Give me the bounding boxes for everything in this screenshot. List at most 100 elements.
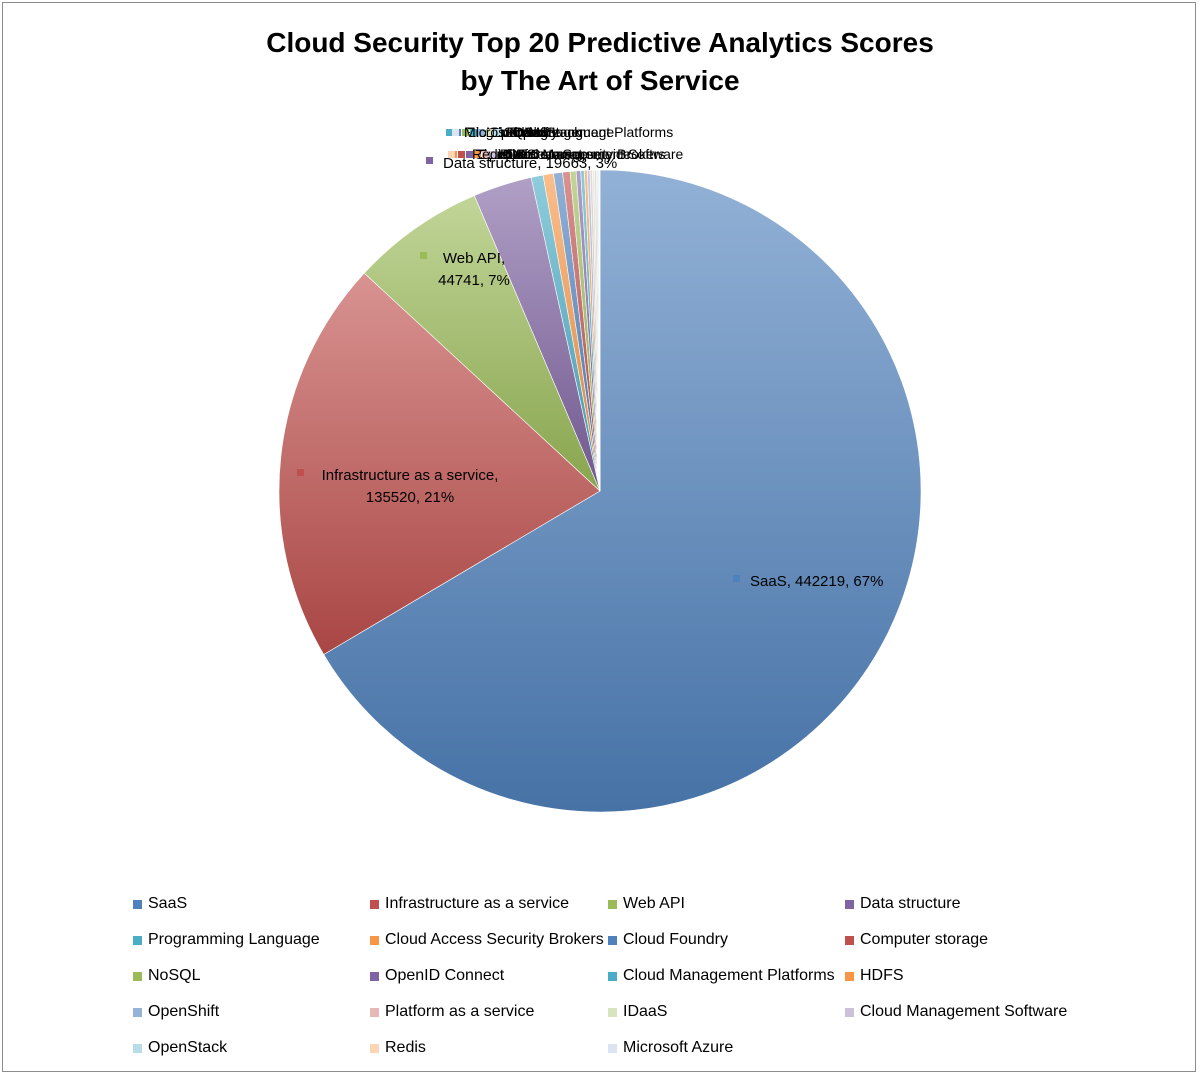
legend-item-openid-connect: OpenID Connect <box>370 965 504 987</box>
crowded-label-marker-nosql <box>462 129 469 136</box>
crowded-label-marker-cloud-management-software <box>490 151 497 158</box>
crowded-label-marker-hdfs <box>474 151 481 158</box>
chart-title-line: Cloud Security Top 20 Predictive Analyti… <box>266 27 934 58</box>
legend-swatch-programming-language <box>133 935 142 945</box>
legend-swatch-data-structure <box>845 899 854 909</box>
legend-item-platform-as-a-service: Platform as a service <box>370 1001 534 1023</box>
legend-label-openstack: OpenStack <box>148 1039 228 1056</box>
legend-label-redis: Redis <box>385 1039 426 1056</box>
crowded-label-marker-computer-storage <box>458 151 465 158</box>
legend-swatch-infrastructure-as-a-service <box>370 899 379 909</box>
crowded-label-cloud-management-platforms: Cloud Management Platforms <box>488 124 673 140</box>
crowded-label-marker-redis <box>448 151 455 158</box>
pie-slice-web-api <box>363 195 601 492</box>
data-label-data-structure: Data structure, 19663, 3% <box>443 155 617 172</box>
crowded-label-marker-cloud-management-platforms <box>470 129 477 136</box>
legend-label-data-structure: Data structure <box>860 895 961 912</box>
crowded-label-hdfs: HDFS <box>498 146 536 162</box>
crowded-label-cloud-access-security-brokers: Cloud Access Security Brokers <box>474 146 665 162</box>
data-label-web-api-line-1: Web API, <box>443 250 505 267</box>
crowded-label-openshift: OpenShift <box>490 124 552 140</box>
legend-swatch-saas <box>133 899 142 909</box>
legend-item-saas: SaaS <box>133 893 187 915</box>
crowded-label-idaas: IDaaS <box>510 124 549 140</box>
legend-item-cloud-access-security-brokers: Cloud Access Security Brokers <box>370 929 604 951</box>
pie-slice-infrastructure-as-a-service <box>278 272 601 655</box>
crowded-label-platform-as-a-service: Platform as a service <box>500 146 631 162</box>
legend-swatch-web-api <box>608 899 617 909</box>
pie-slices <box>278 169 922 813</box>
legend-label-programming-language: Programming Language <box>148 931 320 948</box>
legend-label-microsoft-azure: Microsoft Azure <box>623 1039 734 1056</box>
legend-label-idaas: IDaaS <box>623 1003 668 1020</box>
legend-item-cloud-management-platforms: Cloud Management Platforms <box>608 965 835 987</box>
legend-item-infrastructure-as-a-service: Infrastructure as a service <box>370 893 569 915</box>
legend-swatch-openid-connect <box>370 971 379 981</box>
crowded-label-marker-idaas <box>486 129 493 136</box>
data-label-saas: SaaS, 442219, 67% <box>750 573 883 590</box>
pie-slice-microsoft-azure <box>598 169 601 492</box>
pie-data-labels: SaaS, 442219, 67% Infrastructure as a ser… <box>297 155 883 590</box>
legend-swatch-openstack <box>133 1043 142 1053</box>
legend-label-platform-as-a-service: Platform as a service <box>385 1003 535 1020</box>
chart-subtitle-line: by The Art of Service <box>460 65 740 96</box>
legend-label-computer-storage: Computer storage <box>860 931 989 948</box>
legend-label-openid-connect: OpenID Connect <box>385 967 505 984</box>
legend-label-infrastructure-as-a-service: Infrastructure as a service <box>385 895 570 912</box>
legend-swatch-computer-storage <box>845 935 854 945</box>
legend-item-data-structure: Data structure <box>845 893 960 915</box>
legend-label-nosql: NoSQL <box>148 967 201 984</box>
legend-swatch-hdfs <box>845 971 854 981</box>
legend-swatch-cloud-access-security-brokers <box>370 935 379 945</box>
crowded-label-redis: Redis <box>472 146 508 162</box>
crowded-label-cloud-management-software: Cloud Management Software <box>502 146 684 162</box>
crowded-label-openid-connect: OpenID Connect <box>478 146 582 162</box>
legend-swatch-cloud-foundry <box>608 935 617 945</box>
legend-swatch-openshift <box>133 1007 142 1017</box>
crowded-label-marker-openstack <box>494 129 501 136</box>
data-label-saas-marker <box>733 575 740 582</box>
legend-item-nosql: NoSQL <box>133 965 200 987</box>
crowded-label-marker-programming-language <box>446 129 453 136</box>
legend-label-cloud-foundry: Cloud Foundry <box>623 931 728 948</box>
legend-label-openshift: OpenShift <box>148 1003 220 1020</box>
legend-swatch-platform-as-a-service <box>370 1007 379 1017</box>
data-label-infrastructure-as-a-service-line-2: 135520, 21% <box>366 489 454 506</box>
legend-swatch-cloud-management-software <box>845 1007 854 1017</box>
crowded-label-marker-openshift <box>478 129 485 136</box>
legend-label-cloud-management-software: Cloud Management Software <box>860 1003 1068 1020</box>
legend-item-openshift: OpenShift <box>133 1001 219 1023</box>
chart-title: Cloud Security Top 20 Predictive Analyti… <box>0 24 1200 100</box>
data-label-web-api-line-2: 44741, 7% <box>438 272 510 289</box>
legend-swatch-idaas <box>608 1007 617 1017</box>
legend-item-programming-language: Programming Language <box>133 929 320 951</box>
crowded-label-computer-storage: Computer storage <box>476 146 588 162</box>
legend-label-saas: SaaS <box>148 895 188 912</box>
crowded-label-marker-openid-connect <box>466 151 473 158</box>
legend-swatch-redis <box>370 1043 379 1053</box>
crowded-label-openstack: OpenStack <box>512 124 582 140</box>
legend-item-cloud-foundry: Cloud Foundry <box>608 929 728 951</box>
crowded-label-programming-language: Programming Language <box>464 124 614 140</box>
legend-label-cloud-access-security-brokers: Cloud Access Security Brokers <box>385 931 604 948</box>
legend-swatch-cloud-management-platforms <box>608 971 617 981</box>
legend-label-web-api: Web API <box>623 895 685 912</box>
crowded-label-marker-platform-as-a-service <box>482 151 489 158</box>
legend-swatch-microsoft-azure <box>608 1043 617 1053</box>
legend-item-web-api: Web API <box>608 893 685 915</box>
legend-label-cloud-management-platforms: Cloud Management Platforms <box>623 967 835 984</box>
crowded-label-microsoft-azure: Microsoft Azure <box>464 124 561 140</box>
legend-item-cloud-management-software: Cloud Management Software <box>845 1001 1067 1023</box>
overlapping-small-labels: Programming Language Cloud Access Securit… <box>446 124 684 162</box>
pie-slice-saas <box>323 169 922 813</box>
crowded-label-marker-microsoft-azure <box>452 129 459 136</box>
data-label-infrastructure-as-a-service-marker <box>297 469 304 476</box>
legend-item-hdfs: HDFS <box>845 965 904 987</box>
legend-item-computer-storage: Computer storage <box>845 929 988 951</box>
data-label-infrastructure-as-a-service-line-1: Infrastructure as a service, <box>322 467 499 484</box>
legend-item-idaas: IDaaS <box>608 1001 667 1023</box>
legend-item-redis: Redis <box>370 1037 426 1059</box>
legend-item-microsoft-azure: Microsoft Azure <box>608 1037 733 1059</box>
data-label-data-structure-marker <box>426 157 433 164</box>
